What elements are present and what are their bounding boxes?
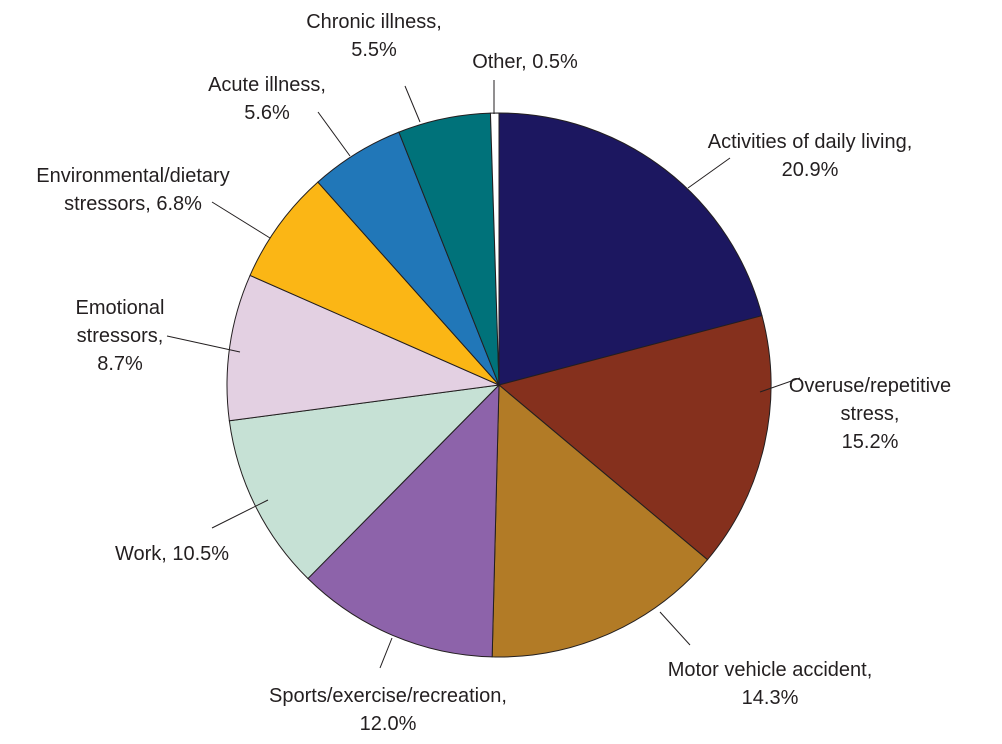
slice-label-motor-vehicle-accident: Motor vehicle accident, 14.3% <box>668 659 873 709</box>
leader-line-motor-vehicle-accident <box>659 611 691 646</box>
slice-label-line: 20.9% <box>782 159 839 181</box>
slice-label-line: stressors, 6.8% <box>64 193 202 215</box>
slice-labels: Activities of daily living, 20.9% Overuse/… <box>36 11 951 735</box>
slice-label-line: Activities of daily living, <box>708 131 913 153</box>
slice-label-line: Sports/exercise/recreation, <box>269 685 507 707</box>
slice-label-line: 14.3% <box>742 687 799 709</box>
leader-line-environmental-dietary <box>211 201 271 239</box>
slice-label-line: Environmental/dietary <box>36 165 229 187</box>
leader-lines <box>166 80 801 669</box>
slice-label-line: 8.7% <box>97 353 143 375</box>
slice-label-sports-exercise-recreation: Sports/exercise/recreation, 12.0% <box>269 685 507 735</box>
slice-label-line: Acute illness, <box>208 74 326 96</box>
leader-line-work-10-5 <box>211 499 269 529</box>
slice-label-emotional: Emotional stressors, 8.7% <box>76 297 165 375</box>
slice-label-line: 15.2% <box>842 431 899 453</box>
slice-label-line: Overuse/repetitive <box>789 375 951 397</box>
slice-label-overuse-repetitive: Overuse/repetitive stress, 15.2% <box>789 375 951 453</box>
slice-label-line: 5.5% <box>351 39 397 61</box>
slice-motor-vehicle-accident <box>491 383 709 658</box>
slice-label-line: Work, 10.5% <box>115 543 229 565</box>
slice-activities-of-daily-living <box>498 112 763 386</box>
leader-line-sports-exercise-recreation <box>379 637 393 669</box>
leader-line-emotional <box>166 335 241 353</box>
pie-slices <box>226 112 772 658</box>
slice-label-line: stressors, <box>77 325 164 347</box>
slice-label-other-0-5: Other, 0.5% <box>472 51 578 73</box>
leader-line-acute-illness <box>317 111 351 157</box>
slice-label-acute-illness: Acute illness, 5.6% <box>208 74 326 124</box>
leader-line-overuse-repetitive <box>759 377 801 393</box>
slice-label-line: Other, 0.5% <box>472 51 578 73</box>
slice-label-chronic-illness: Chronic illness, 5.5% <box>306 11 442 61</box>
slice-label-work-10-5: Work, 10.5% <box>115 543 229 565</box>
leader-line-activities-of-daily-living <box>687 157 731 189</box>
slice-sports-exercise-recreation <box>307 383 500 658</box>
slice-label-line: stress, <box>841 403 900 425</box>
slice-overuse-repetitive <box>497 315 772 561</box>
slice-other-0-5 <box>489 112 500 386</box>
slice-emotional <box>226 274 501 422</box>
leader-line-chronic-illness <box>404 85 421 123</box>
slice-label-line: 5.6% <box>244 102 290 124</box>
slice-label-line: Chronic illness, <box>306 11 442 33</box>
slice-label-line: Emotional <box>76 297 165 319</box>
slice-label-environmental-dietary: Environmental/dietary stressors, 6.8% <box>36 165 229 215</box>
slice-label-line: 12.0% <box>360 713 417 735</box>
slice-environmental-dietary <box>249 181 500 386</box>
slice-label-activities-of-daily-living: Activities of daily living, 20.9% <box>708 131 913 181</box>
slice-label-line: Motor vehicle accident, <box>668 659 873 681</box>
